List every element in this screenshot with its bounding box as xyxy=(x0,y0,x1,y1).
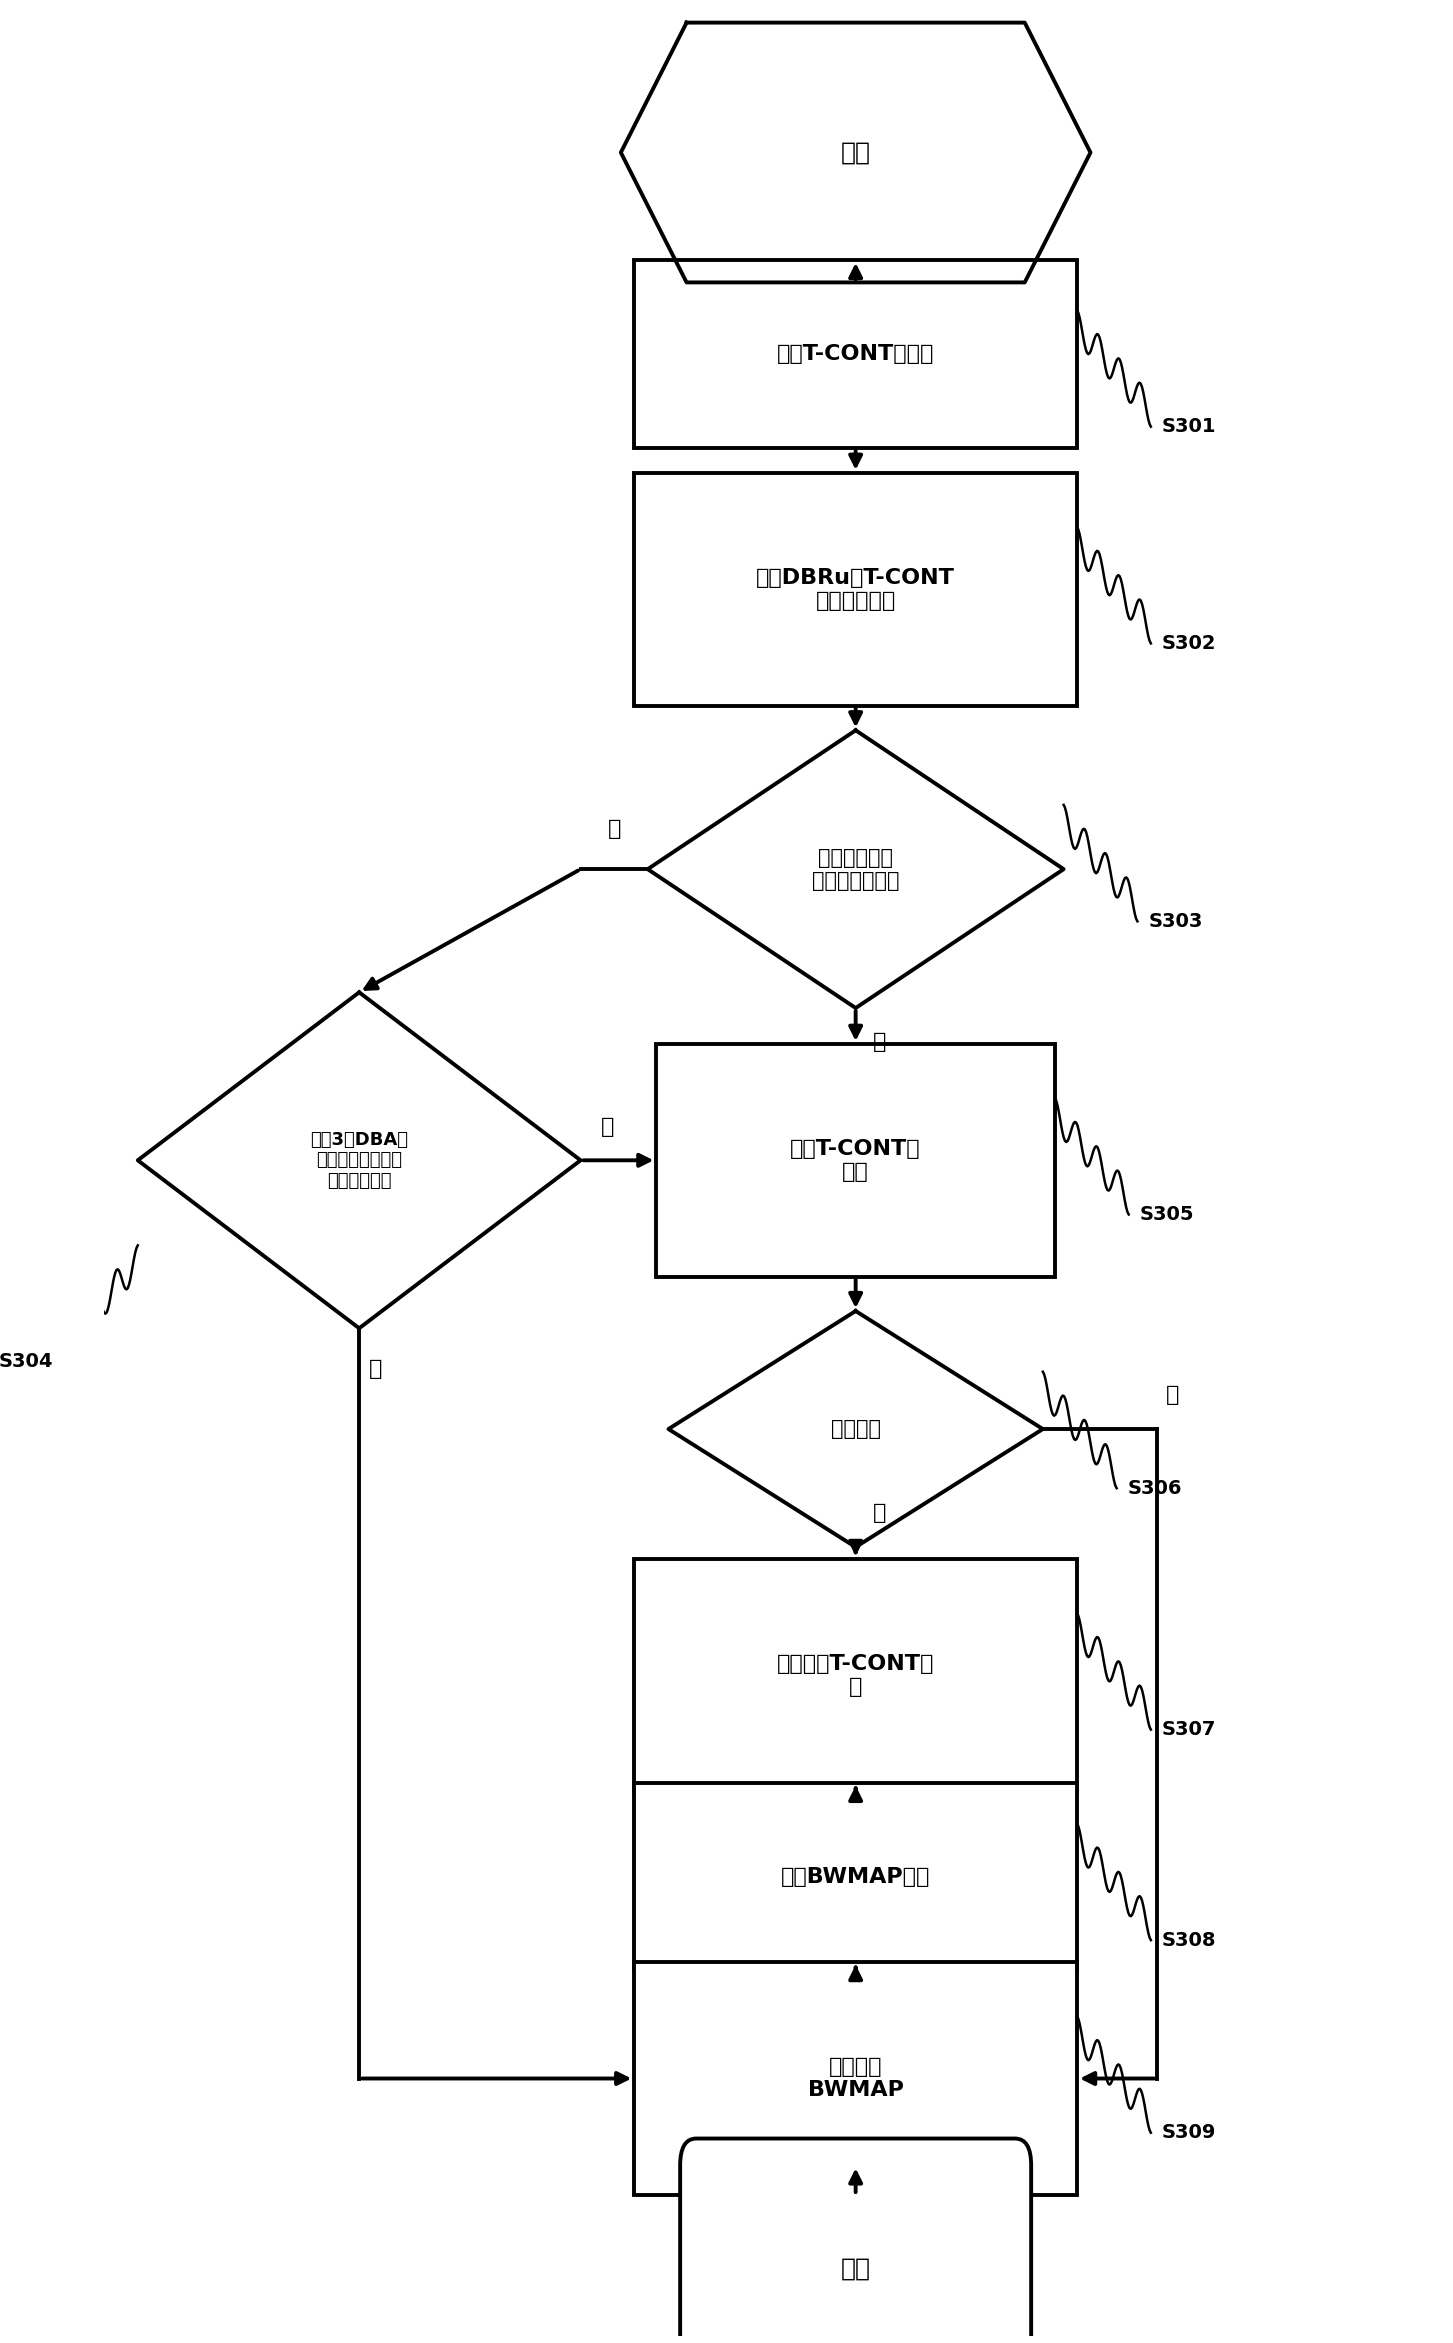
Text: 连续3个DBA周
期下降幅度小于或
等于预设阈值: 连续3个DBA周 期下降幅度小于或 等于预设阈值 xyxy=(309,1132,408,1190)
Text: S308: S308 xyxy=(1161,1931,1216,1949)
Text: S301: S301 xyxy=(1161,417,1216,436)
Bar xyxy=(635,473,1077,705)
FancyBboxPatch shape xyxy=(680,2139,1032,2343)
Text: 下降幅度小于
或等于预设阈值: 下降幅度小于 或等于预设阈值 xyxy=(812,848,899,890)
Polygon shape xyxy=(138,993,581,1328)
Text: 更新硬件T-CONT配
置: 更新硬件T-CONT配 置 xyxy=(777,1654,934,1696)
Bar xyxy=(635,1783,1077,1970)
Text: S306: S306 xyxy=(1128,1478,1181,1497)
Text: 开始: 开始 xyxy=(841,141,870,164)
Text: 否: 否 xyxy=(1167,1385,1180,1406)
Text: S309: S309 xyxy=(1161,2123,1216,2142)
Text: S305: S305 xyxy=(1139,1204,1194,1223)
Polygon shape xyxy=(648,731,1064,1007)
Text: S303: S303 xyxy=(1148,911,1203,930)
Text: S302: S302 xyxy=(1161,635,1216,654)
Text: 构建T-CONT配
置表: 构建T-CONT配 置表 xyxy=(790,1139,921,1181)
Polygon shape xyxy=(620,23,1090,284)
Text: 配置改变: 配置改变 xyxy=(831,1420,881,1439)
Polygon shape xyxy=(668,1312,1043,1546)
Text: 是: 是 xyxy=(600,1118,615,1136)
Text: 结束: 结束 xyxy=(841,2256,870,2280)
Text: 硬件发送
BWMAP: 硬件发送 BWMAP xyxy=(808,2057,904,2099)
Text: S307: S307 xyxy=(1161,1720,1216,1739)
Text: 上行BWMAP构建: 上行BWMAP构建 xyxy=(780,1867,930,1886)
Bar xyxy=(635,1961,1077,2195)
Text: 是: 是 xyxy=(873,1504,886,1523)
Text: 是: 是 xyxy=(607,818,620,839)
Text: 否: 否 xyxy=(873,1031,886,1052)
Text: S304: S304 xyxy=(0,1352,54,1371)
Bar xyxy=(657,1045,1055,1277)
Bar xyxy=(635,260,1077,448)
Bar xyxy=(635,1558,1077,1792)
Text: 接收DBRu或T-CONT
流量统计信息: 接收DBRu或T-CONT 流量统计信息 xyxy=(756,567,955,612)
Text: 更新T-CONT的参数: 更新T-CONT的参数 xyxy=(777,344,934,363)
Text: 否: 否 xyxy=(369,1359,382,1378)
